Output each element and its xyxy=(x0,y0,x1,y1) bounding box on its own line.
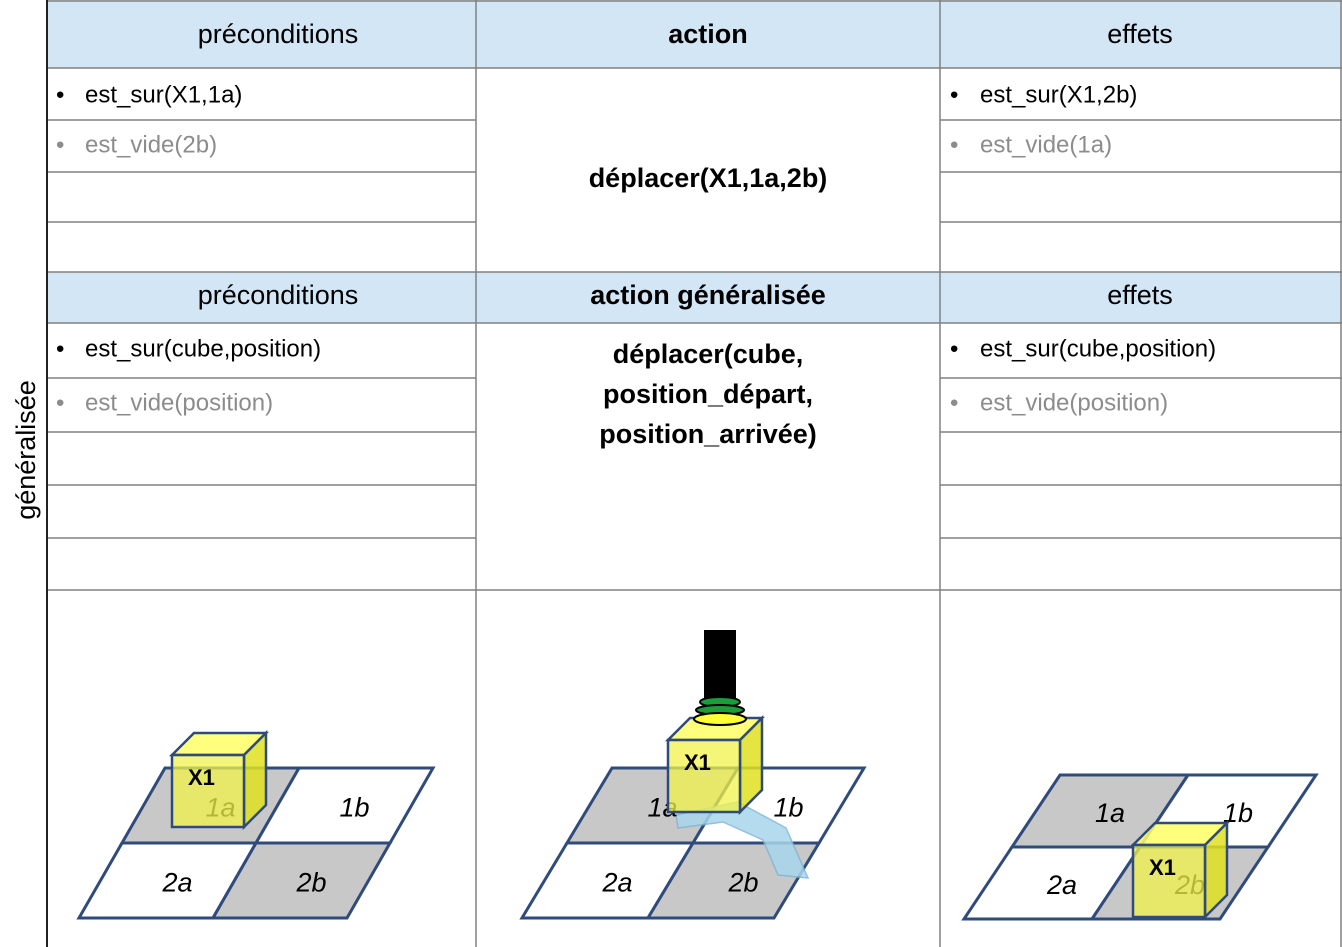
bullet: • xyxy=(950,81,958,108)
cell-label: 2b xyxy=(727,868,758,898)
bullet: • xyxy=(56,335,64,362)
cell-label: 2a xyxy=(601,868,632,898)
cube-front xyxy=(1131,843,1207,919)
column-header: préconditions xyxy=(198,19,359,49)
effect: est_sur(X1,2b) xyxy=(980,81,1137,108)
action: déplacer(X1,1a,2b) xyxy=(589,163,828,193)
effect: est_vide(1a) xyxy=(980,131,1112,158)
cube-front xyxy=(666,738,742,814)
cell-label: 1a xyxy=(1095,798,1125,828)
bullet: • xyxy=(950,131,958,158)
column-header: effets xyxy=(1107,280,1173,310)
header-row xyxy=(47,272,1342,323)
diagrams: 1a1b2a2bX11a1b2a2bX11a1b2a2bX1 xyxy=(76,630,1319,921)
table-grid xyxy=(47,0,1342,947)
cube-label: X1 xyxy=(1149,855,1176,880)
gripper-pad xyxy=(693,712,747,726)
column-header: effets xyxy=(1107,19,1173,49)
bullet: • xyxy=(950,389,958,416)
side-label: généralisée xyxy=(11,380,41,520)
precondition: est_sur(cube,position) xyxy=(85,335,321,362)
header-row xyxy=(47,0,1342,68)
precondition: est_vide(position) xyxy=(85,389,273,416)
column-header: action xyxy=(668,19,748,49)
bullet: • xyxy=(56,389,64,416)
action: déplacer(cube, xyxy=(613,339,804,369)
cube-label: X1 xyxy=(684,750,711,775)
motion-arrow xyxy=(675,801,810,879)
cell-label: 2a xyxy=(1046,870,1077,900)
column-header: action généralisée xyxy=(590,280,826,310)
precondition: est_vide(2b) xyxy=(85,131,217,158)
cell-label: 2b xyxy=(295,868,326,898)
bullet: • xyxy=(56,131,64,158)
grid-cell xyxy=(210,841,393,920)
action: position_arrivée) xyxy=(599,419,817,449)
bullet: • xyxy=(56,81,64,108)
precondition: est_sur(X1,1a) xyxy=(85,81,242,108)
effect: est_vide(position) xyxy=(980,389,1168,416)
cell-label: 1b xyxy=(339,793,369,823)
effect: est_sur(cube,position) xyxy=(980,335,1216,362)
cube-label: X1 xyxy=(188,765,215,790)
gripper-arm xyxy=(704,630,736,698)
cell-label: 2a xyxy=(161,868,192,898)
action: position_départ, xyxy=(603,379,813,409)
column-header: préconditions xyxy=(198,280,359,310)
cube-front xyxy=(170,753,246,829)
cell-label: 1b xyxy=(773,793,803,823)
bullet: • xyxy=(950,335,958,362)
